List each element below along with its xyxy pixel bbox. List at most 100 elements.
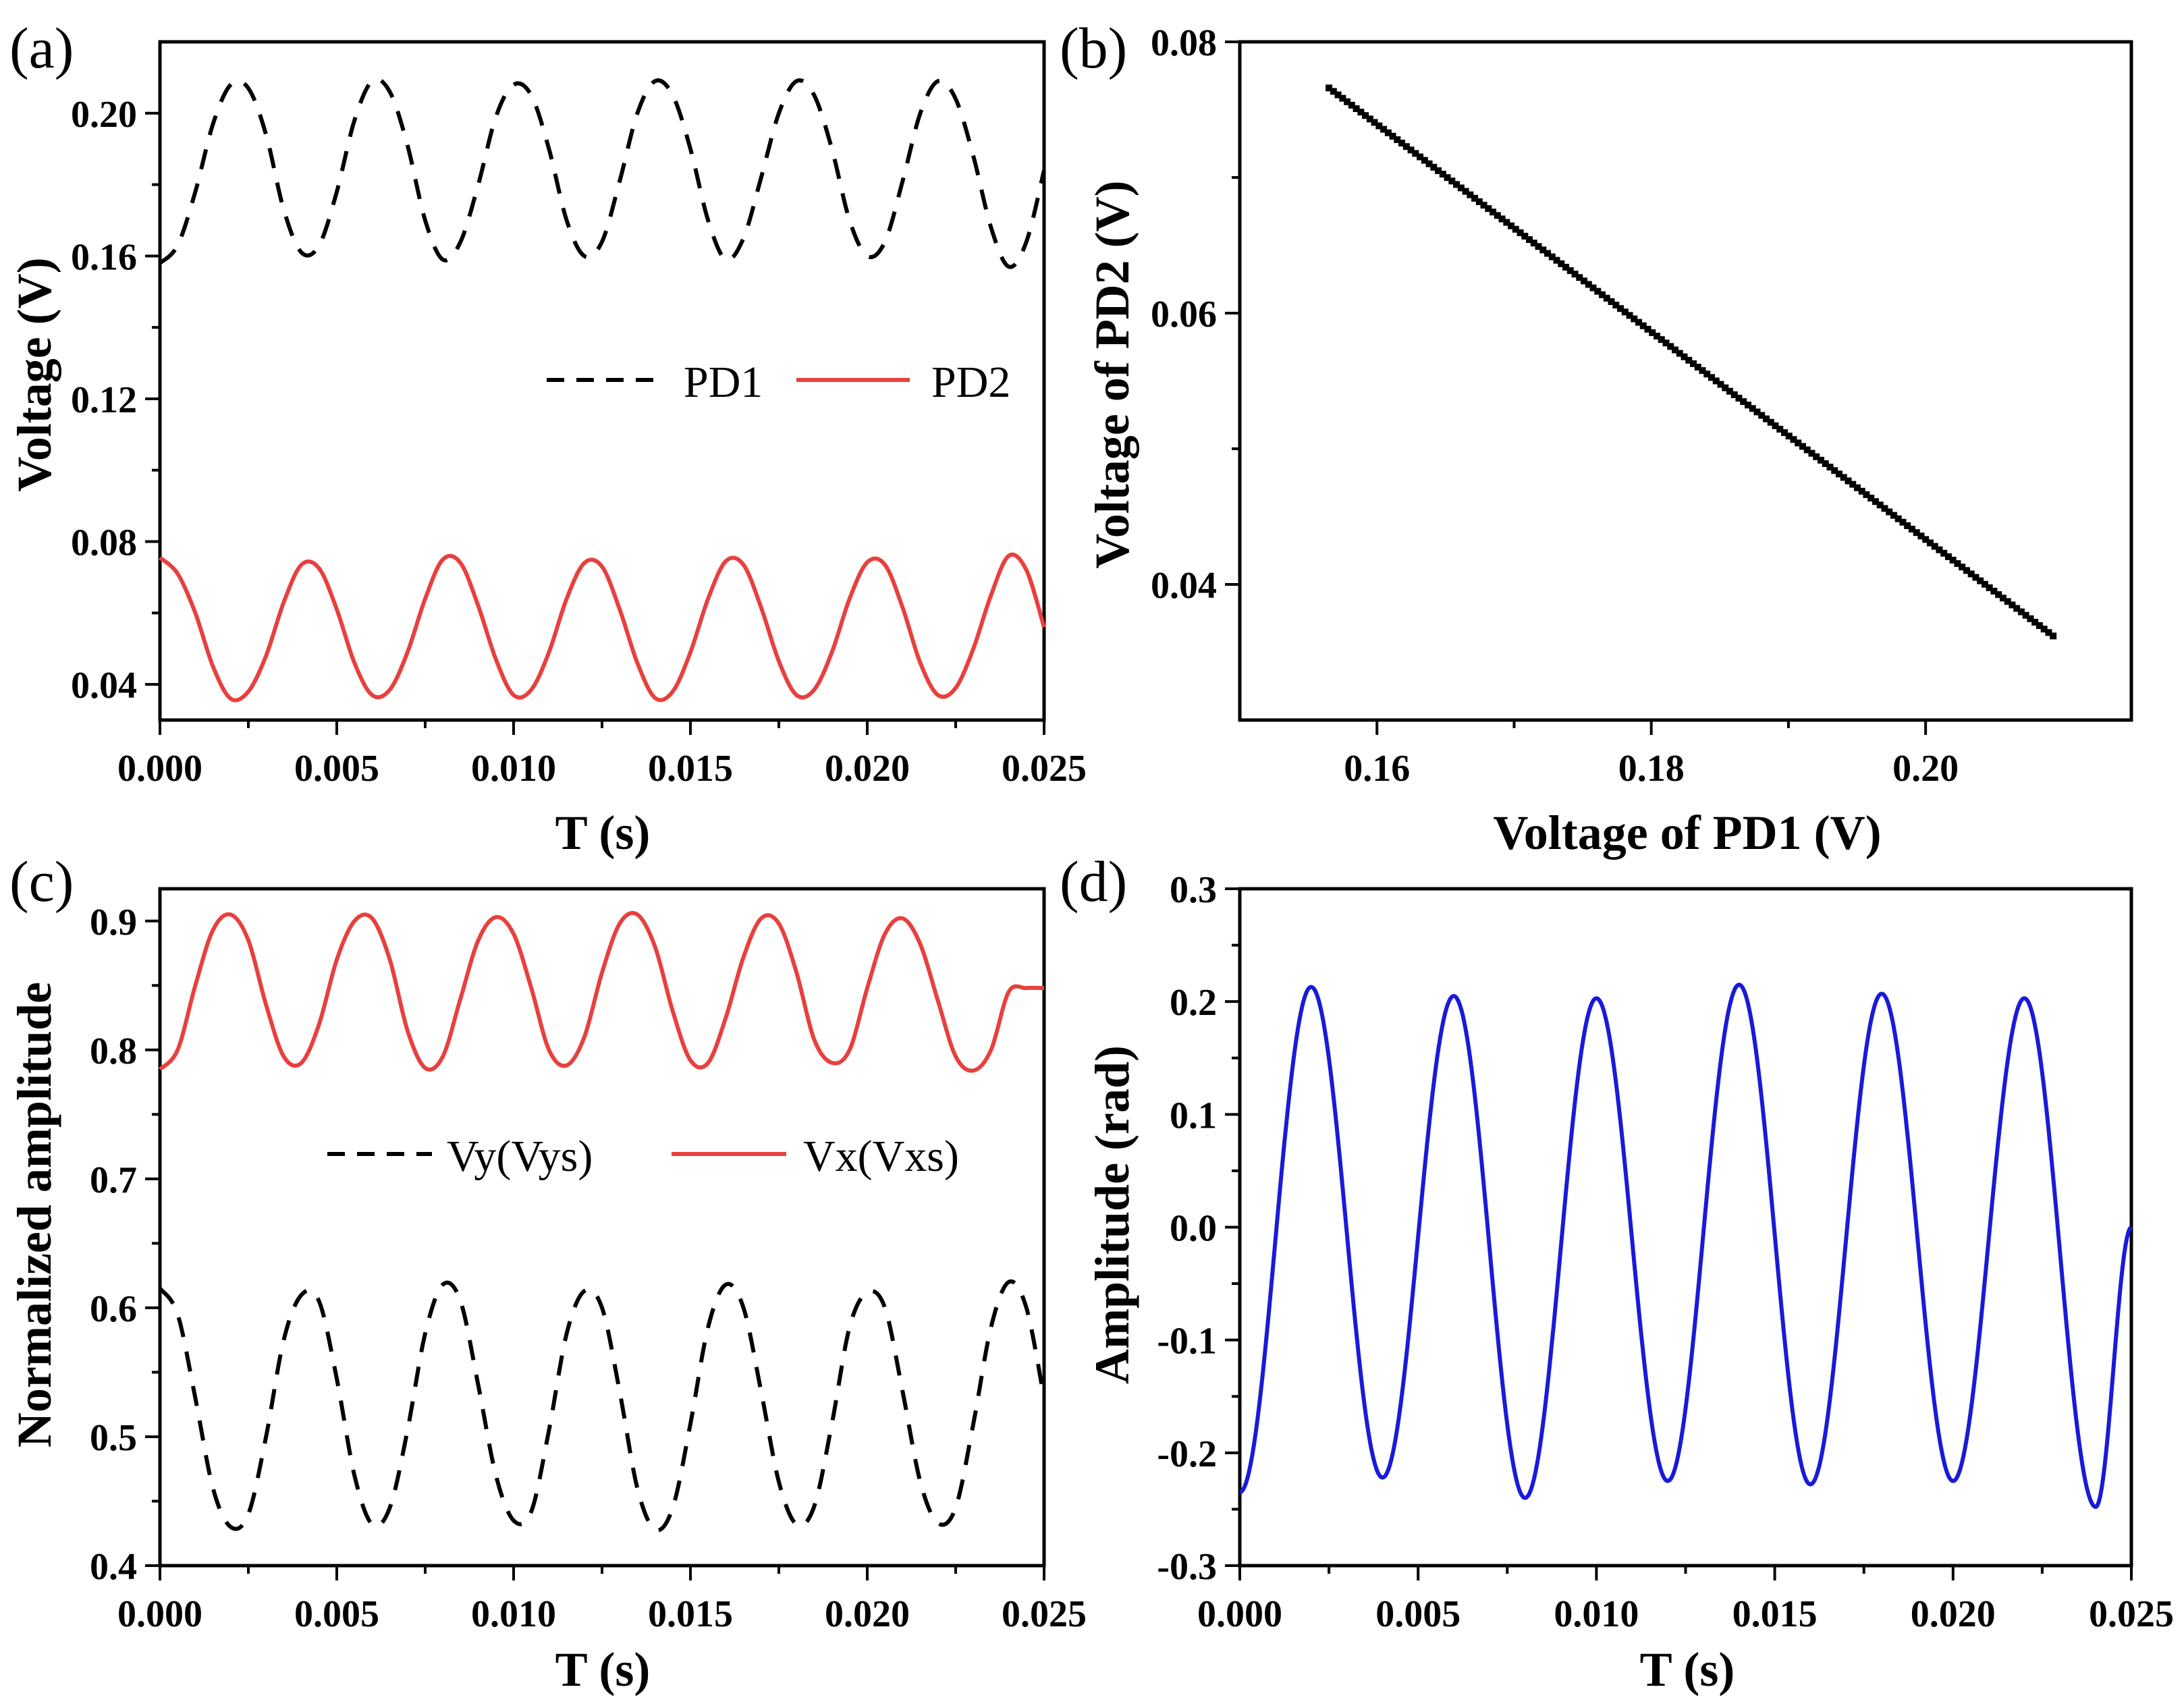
scatter-point (1917, 532, 1925, 540)
y-tick-label: -0.3 (1157, 1546, 1217, 1588)
panel-c-legend: Vy(Vys) Vx(Vxs) (327, 1132, 959, 1181)
scatter-point (1881, 505, 1888, 512)
scatter-point (1631, 315, 1638, 323)
scatter-point (1699, 367, 1706, 375)
scatter-point (1599, 291, 1606, 298)
scatter-point (1813, 453, 1820, 460)
y-tick-label: 0.08 (1151, 22, 1217, 64)
scatter-point (1344, 98, 1351, 105)
x-tick-label: 0.18 (1618, 748, 1685, 790)
panel-b-xlabel: Voltage of PD1 (V) (1493, 806, 1881, 860)
scatter-point (1512, 225, 1519, 233)
scatter-point (1444, 174, 1451, 182)
scatter-point (1681, 353, 1688, 360)
scatter-point (1421, 157, 1428, 164)
panel-a: (a) T (s) Voltage (V) PD1 PD2 0.000 0.005… (7, 16, 1087, 860)
scatter-point (1972, 574, 1980, 581)
y-tick-label: 0.04 (1151, 565, 1217, 607)
scatter-point (1448, 177, 1456, 185)
scatter-point (1539, 246, 1547, 254)
scatter-point (2045, 629, 2052, 636)
scatter-point (2050, 632, 2057, 640)
y-tick-label: 0.1 (1170, 1095, 1217, 1136)
scatter-point (1362, 112, 1369, 119)
series-pd1-line (158, 77, 1046, 269)
scatter-point (1535, 243, 1542, 250)
scatter-point (1926, 539, 1934, 547)
scatter-point (1981, 580, 1988, 588)
scatter-point (1348, 101, 1355, 109)
scatter-point (1867, 495, 1875, 502)
scatter-point (1853, 484, 1861, 491)
scatter-point (1566, 267, 1574, 275)
scatter-point (1799, 443, 1806, 450)
y-tick-label: 0.20 (71, 94, 137, 136)
scatter-point (1767, 418, 1774, 426)
scatter-point (1526, 236, 1533, 244)
y-tick-label: 0.16 (71, 236, 137, 278)
panel-c-label: (c) (9, 849, 74, 914)
scatter-point (1817, 456, 1824, 464)
scatter-point (1967, 570, 1975, 578)
scatter-point (1712, 377, 1720, 385)
scatter-point (1722, 384, 1729, 391)
scatter-point (1730, 391, 1738, 398)
scatter-point (1872, 498, 1879, 505)
scatter-point (1735, 394, 1743, 402)
y-tick-label: 0.06 (1151, 294, 1217, 335)
scatter-point (1876, 501, 1884, 509)
x-tick-label: 0.015 (1732, 1593, 1818, 1635)
scatter-point (1963, 567, 1970, 574)
y-tick-label: 0.7 (90, 1159, 137, 1201)
legend-pd2-label: PD2 (931, 358, 1010, 407)
scatter-point (1562, 263, 1570, 271)
panel-b: (b) Voltage of PD1 (V) Voltage of PD2 (V… (1060, 16, 2133, 860)
x-tick-label: 0.010 (1554, 1593, 1639, 1635)
panel-a-label: (a) (9, 16, 74, 80)
scatter-point (1776, 425, 1784, 433)
scatter-point (1990, 587, 1998, 595)
y-tick-label: 0.2 (1170, 982, 1217, 1024)
x-tick-label: 0.020 (825, 1593, 910, 1635)
x-tick-label: 0.20 (1892, 748, 1959, 790)
scatter-point (1845, 477, 1852, 485)
scatter-point (1940, 549, 1948, 557)
legend-pd1-label: PD1 (684, 358, 763, 407)
scatter-point (1417, 153, 1424, 161)
scatter-point (1326, 84, 1333, 92)
scatter-point (1453, 181, 1460, 188)
scatter-point (1658, 336, 1665, 343)
panel-d: (d) T (s) Amplitude (rad) 0.000 0.005 0.01… (1060, 849, 2174, 1697)
scatter-point (1585, 281, 1592, 288)
y-tick-label: 0.0 (1170, 1208, 1217, 1250)
scatter-point (1803, 446, 1811, 453)
scatter-point (1999, 595, 2006, 602)
scatter-point (1908, 526, 1915, 533)
scatter-point (1726, 387, 1733, 395)
scatter-point (1835, 470, 1842, 478)
panel-b-label: (b) (1060, 16, 1127, 80)
scatter-point (2013, 605, 2021, 612)
scatter-point (1357, 109, 1365, 116)
scatter-point (1949, 557, 1957, 564)
scatter-point (1581, 277, 1588, 285)
scatter-point (1402, 143, 1410, 150)
y-tick-label: -0.1 (1157, 1321, 1217, 1363)
scatter-point (1571, 271, 1579, 278)
scatter-point (2027, 615, 2034, 622)
scatter-point (1890, 512, 1897, 519)
scatter-point (1475, 198, 1483, 205)
scatter-point (2036, 622, 2043, 630)
scatter-point (1649, 329, 1656, 336)
scatter-point (1944, 553, 1952, 560)
scatter-point (1858, 487, 1865, 495)
scatter-point (1407, 146, 1415, 154)
y-tick-label: 0.04 (71, 665, 137, 707)
legend-vx-label: Vx(Vxs) (803, 1132, 959, 1181)
scatter-point (1785, 433, 1793, 440)
x-tick-label: 0.000 (1197, 1593, 1282, 1635)
series-vy-vys--line (158, 1279, 1046, 1533)
scatter-point (1795, 439, 1802, 447)
scatter-point (1485, 205, 1492, 213)
scatter-point (2040, 626, 2048, 633)
